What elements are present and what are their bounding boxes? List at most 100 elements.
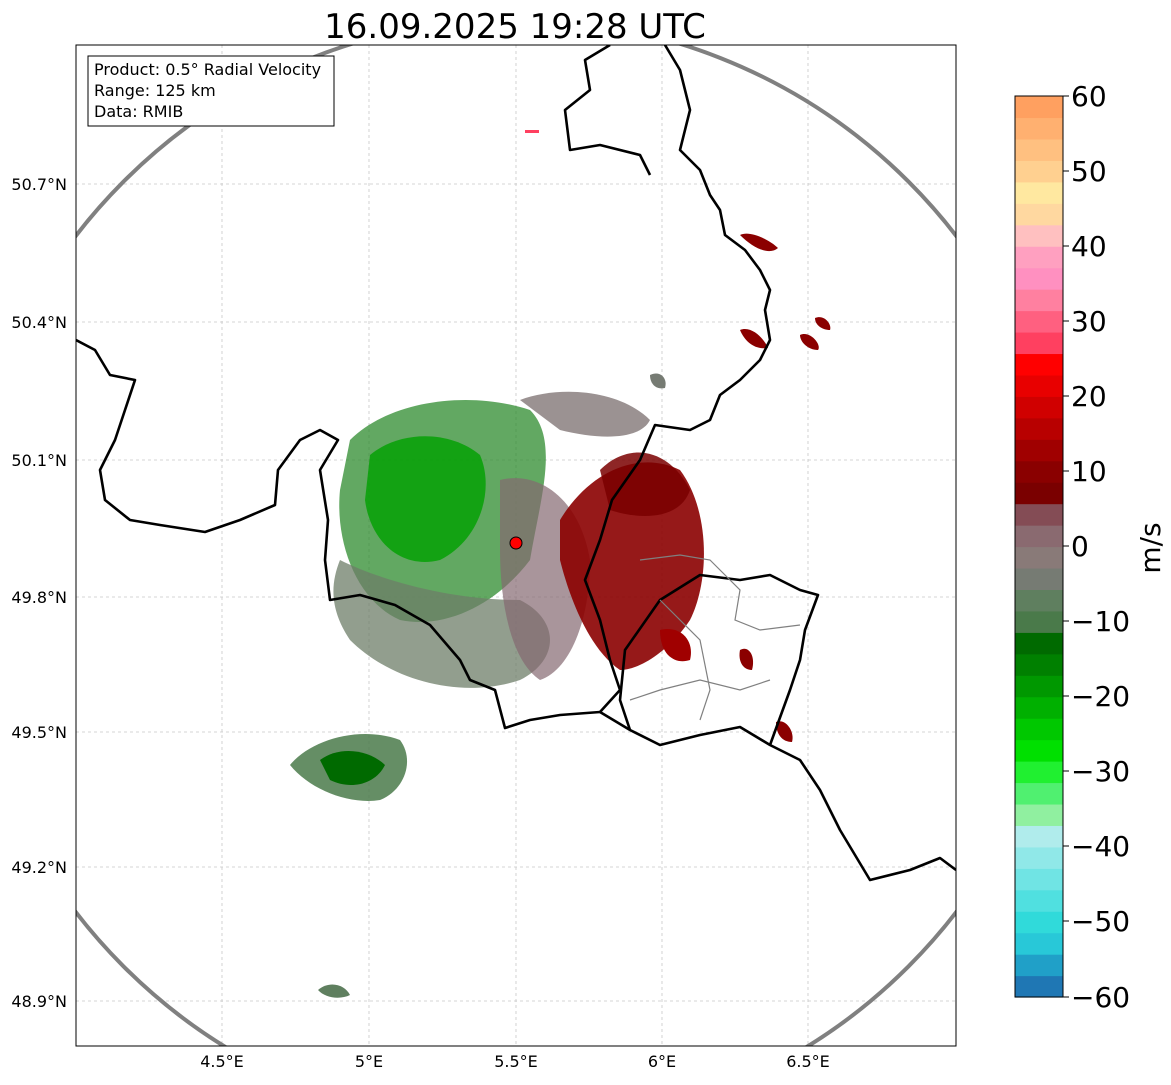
lon-tick-label: 5°E — [355, 1052, 383, 1071]
lon-tick-label: 4.5°E — [200, 1052, 244, 1071]
colorbar-band — [1015, 460, 1063, 483]
colorbar-band — [1015, 525, 1063, 548]
info-product: Product: 0.5° Radial Velocity — [94, 60, 321, 79]
echo-sw-core — [320, 750, 385, 785]
colorbar-band — [1015, 696, 1063, 719]
lat-tick-labels: 50.7°N 50.4°N 50.1°N 49.8°N 49.5°N 49.2°… — [11, 175, 67, 1011]
colorbar-band — [1015, 310, 1063, 333]
colorbar-band — [1015, 503, 1063, 526]
colorbar-band — [1015, 160, 1063, 183]
echo-ne-cell-1 — [740, 233, 778, 252]
country-borders — [76, 45, 956, 882]
map-content — [76, 45, 956, 1046]
colorbar-band — [1015, 975, 1063, 998]
colorbar-band — [1015, 546, 1063, 569]
lon-tick-labels: 4.5°E 5°E 5.5°E 6°E 6.5°E — [200, 1052, 830, 1071]
border-luxembourg — [618, 573, 820, 746]
colorbar-tick-label: 50 — [1071, 155, 1107, 188]
province-borders — [629, 554, 801, 721]
colorbar-band — [1015, 417, 1063, 440]
colorbar-tick-label: −30 — [1071, 755, 1130, 788]
echo-inbound-core — [365, 436, 486, 562]
lat-tick-label: 48.9°N — [11, 992, 67, 1011]
colorbar-band — [1015, 96, 1063, 119]
colorbar-band — [1015, 482, 1063, 505]
colorbar-tick-label: −40 — [1071, 830, 1130, 863]
colorbar-tick-label: 10 — [1071, 455, 1107, 488]
colorbar-band — [1015, 761, 1063, 784]
colorbar-band — [1015, 739, 1063, 762]
colorbar-band — [1015, 868, 1063, 891]
colorbar: 60 50 40 30 20 10 0 −10 −20 −30 −40 −50 … — [1014, 80, 1167, 1014]
echo-outbound-main — [560, 462, 704, 670]
colorbar-band — [1015, 267, 1063, 290]
colorbar-tick-label: 60 — [1071, 80, 1107, 113]
colorbar-tick-label: 40 — [1071, 230, 1107, 263]
colorbar-band — [1015, 782, 1063, 805]
lat-tick-label: 49.5°N — [11, 723, 67, 742]
lat-tick-label: 50.1°N — [11, 451, 67, 470]
map-title: 16.09.2025 19:28 UTC — [324, 7, 706, 47]
colorbar-tick-label: −60 — [1071, 981, 1130, 1014]
colorbar-band — [1015, 353, 1063, 376]
colorbar-band — [1015, 567, 1063, 590]
colorbar-unit-label: m/s — [1134, 522, 1167, 573]
colorbar-band — [1015, 932, 1063, 955]
colorbar-band — [1015, 718, 1063, 741]
lat-tick-label: 50.4°N — [11, 313, 67, 332]
border-belgium-germany — [583, 45, 772, 713]
colorbar-band — [1015, 117, 1063, 140]
echo-n-cell — [650, 373, 666, 389]
echo-ne-cell-2 — [740, 329, 768, 349]
colorbar-band — [1015, 889, 1063, 912]
colorbar-tick-label: −10 — [1071, 605, 1130, 638]
colorbar-band — [1015, 439, 1063, 462]
colorbar-bands — [1015, 96, 1063, 998]
info-data: Data: RMIB — [94, 102, 183, 121]
echo-e-cell — [739, 648, 754, 670]
echo-s-cell — [318, 984, 350, 998]
colorbar-tick-label: −50 — [1071, 905, 1130, 938]
colorbar-band — [1015, 803, 1063, 826]
colorbar-band — [1015, 396, 1063, 419]
colorbar-band — [1015, 331, 1063, 355]
echo-spot — [525, 130, 539, 133]
map-frame — [75, 44, 957, 1047]
colorbar-band — [1015, 825, 1063, 848]
radar-echoes — [290, 130, 831, 998]
colorbar-tick-label: 0 — [1071, 530, 1089, 563]
echo-outbound-cell — [660, 629, 691, 662]
echo-ne-cell-3 — [800, 333, 819, 350]
colorbar-tick-label: −20 — [1071, 680, 1130, 713]
colorbar-band — [1015, 911, 1063, 934]
colorbar-band — [1015, 374, 1063, 397]
lon-tick-label: 6.5°E — [786, 1052, 830, 1071]
border-netherlands — [563, 45, 652, 176]
info-box: Product: 0.5° Radial Velocity Range: 125… — [87, 55, 335, 127]
colorbar-band — [1015, 224, 1063, 247]
colorbar-band — [1015, 610, 1063, 633]
lon-tick-label: 5.5°E — [494, 1052, 538, 1071]
info-range: Range: 125 km — [94, 81, 216, 100]
colorbar-band — [1015, 181, 1063, 204]
lon-tick-label: 6°E — [648, 1052, 676, 1071]
colorbar-band — [1015, 138, 1063, 161]
colorbar-tick-label: 20 — [1071, 380, 1107, 413]
echo-ne-cell-4 — [815, 317, 831, 330]
colorbar-band — [1015, 675, 1063, 698]
colorbar-band — [1015, 846, 1063, 869]
colorbar-band — [1015, 203, 1063, 226]
colorbar-band — [1015, 954, 1063, 977]
echo-se-cell — [776, 721, 793, 742]
echo-near-zero-south — [333, 560, 550, 688]
echo-outbound-north — [600, 452, 690, 516]
colorbar-band — [1015, 632, 1063, 655]
colorbar-band — [1015, 289, 1063, 312]
lat-tick-label: 49.8°N — [11, 588, 67, 607]
lat-tick-label: 49.2°N — [11, 858, 67, 877]
echo-near-zero-north — [520, 391, 650, 437]
colorbar-band — [1015, 653, 1063, 676]
info-box-frame — [87, 55, 335, 127]
